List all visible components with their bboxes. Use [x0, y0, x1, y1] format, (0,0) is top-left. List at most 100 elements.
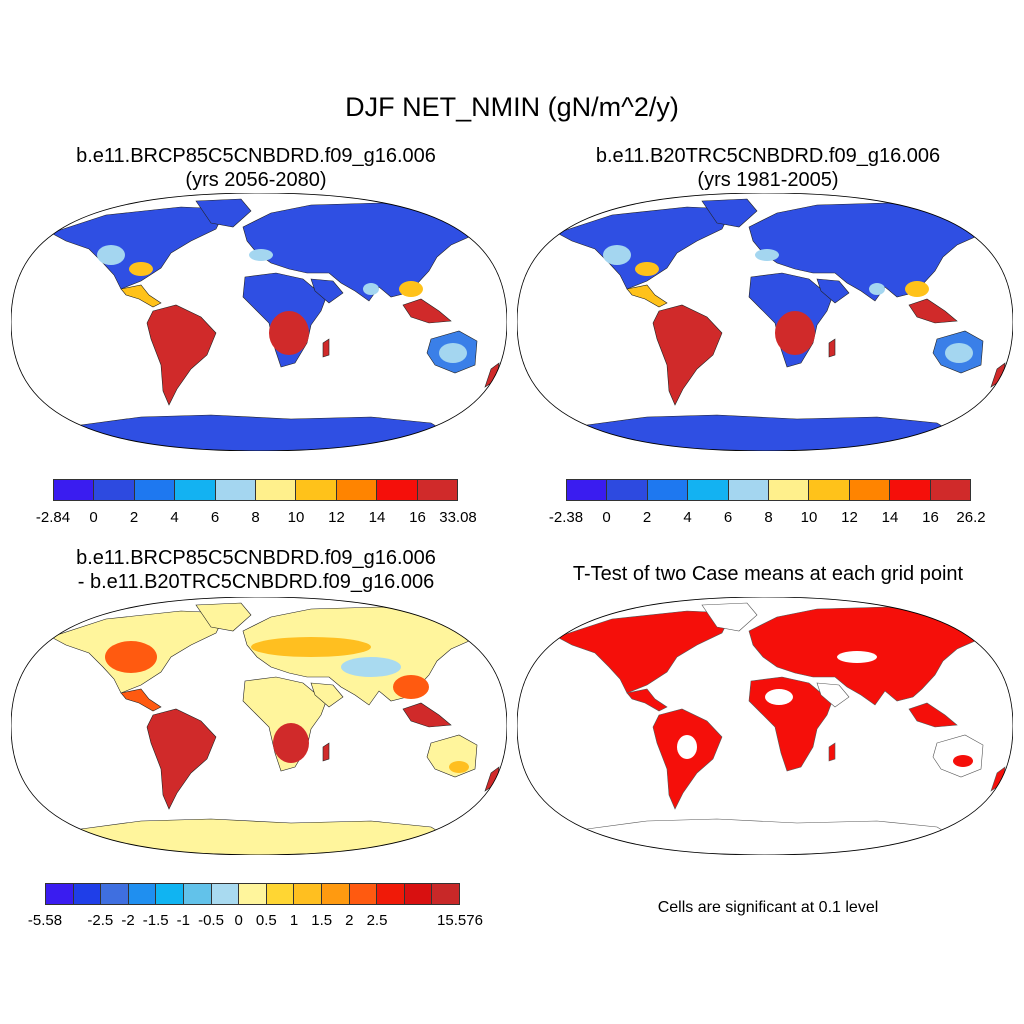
colorbar-swatch	[128, 884, 157, 904]
land-south-america	[652, 304, 723, 406]
colorbar-swatch	[101, 884, 129, 904]
colorbar-tick-label: -1	[176, 912, 190, 929]
region-not-significant	[765, 689, 793, 705]
colorbar-tick-label: 2.5	[366, 912, 388, 929]
colorbar-tick-label: 0	[89, 509, 98, 526]
map-outline	[11, 597, 507, 855]
land-south-america	[146, 708, 217, 810]
colorbar-swatch	[54, 480, 95, 500]
colorbar-future-labels: -2.84 0 2 4 6 8 10 12 14 16 33.08	[36, 509, 477, 531]
colorbar-swatch	[294, 884, 322, 904]
land-arabia	[816, 682, 850, 708]
colorbar-tick-label: -2	[121, 912, 135, 929]
colorbar-tick-label: 1	[289, 912, 299, 929]
region-central-africa	[269, 311, 309, 355]
colorbar-tick-label: 0	[234, 912, 243, 929]
colorbar-swatch	[567, 480, 608, 500]
colorbar-tick-label: 0	[602, 509, 611, 526]
colorbar-tick-label: 10	[287, 509, 305, 526]
land-greenland	[701, 198, 758, 228]
colorbar-tick-label: -0.5	[198, 912, 224, 929]
colorbar-tick-label: 33.08	[439, 509, 477, 526]
colorbar-swatch	[46, 884, 74, 904]
land-madagascar	[828, 338, 836, 358]
map-ttest	[517, 597, 1013, 855]
colorbar-swatch	[930, 480, 971, 500]
colorbar-swatch	[890, 480, 931, 500]
land-madagascar	[322, 742, 330, 762]
colorbar-swatch	[266, 884, 295, 904]
colorbar-tick-label: -2.38	[548, 509, 584, 526]
region-eurasia-band	[251, 637, 371, 657]
colorbar-swatch	[728, 480, 770, 500]
region-south-asia	[393, 675, 429, 699]
land-antarctica	[576, 414, 958, 451]
land-south-america	[146, 304, 217, 406]
region-india	[363, 283, 379, 295]
colorbar-tick-label: 8	[764, 509, 773, 526]
colorbar-tick-label: 6	[723, 509, 733, 526]
region-australia-interior	[439, 343, 467, 363]
land-central-america	[626, 688, 668, 712]
colorbar-tick-label: -2.84	[35, 509, 71, 526]
colorbar-swatch	[849, 480, 891, 500]
colorbar-tick-label: 2	[345, 912, 354, 929]
colorbar-future	[53, 479, 458, 501]
region-australia-interior	[945, 343, 973, 363]
colorbar-tick-label: -1.5	[142, 912, 169, 929]
colorbar-tick-label: 15.576	[437, 912, 483, 929]
colorbar-tick-label: 14	[881, 509, 899, 526]
colorbar-tick-label: 10	[800, 509, 818, 526]
colorbar-swatch	[432, 884, 459, 904]
region-central-africa	[775, 311, 815, 355]
colorbar-tick-label: -5.58	[27, 912, 63, 929]
colorbar-swatch	[215, 480, 257, 500]
region-central-africa	[273, 723, 309, 763]
colorbar-swatch	[321, 884, 350, 904]
colorbar-tick-label: 1.5	[311, 912, 333, 929]
panel-difference-title-line2: - b.e11.B20TRC5CNBDRD.f09_g16.006	[77, 571, 435, 593]
colorbar-historical-labels: -2.38 0 2 4 6 8 10 12 14 16 26.2	[549, 509, 986, 531]
panel-ttest-title-line1: T-Test of two Case means at each grid po…	[572, 563, 964, 585]
land-arabia	[816, 278, 850, 304]
colorbar-swatch	[73, 884, 102, 904]
region-us-southeast	[129, 262, 153, 276]
colorbar-swatch	[647, 480, 689, 500]
colorbar-swatch	[239, 884, 267, 904]
region-central-asia	[341, 657, 401, 677]
land-southeast-asia	[402, 298, 452, 324]
land-greenland	[195, 198, 252, 228]
colorbar-tick-label: 6	[210, 509, 220, 526]
colorbar-swatch	[175, 480, 216, 500]
colorbar-tick-label: 16	[409, 509, 426, 526]
panel-difference-title: b.e11.BRCP85C5CNBDRD.f09_g16.006 - b.e11…	[0, 546, 512, 594]
region-us-southeast	[635, 262, 659, 276]
region-europe	[249, 249, 273, 261]
colorbar-swatch	[211, 884, 240, 904]
map-future	[11, 193, 507, 451]
map-historical	[517, 193, 1013, 451]
colorbar-tick-label: 2	[129, 509, 139, 526]
land-southeast-asia	[402, 702, 452, 728]
colorbar-tick-label: 12	[328, 509, 345, 526]
colorbar-swatch	[296, 480, 337, 500]
region-us-west	[603, 245, 631, 265]
colorbar-swatch	[404, 884, 433, 904]
land-south-america	[652, 708, 723, 810]
colorbar-swatch	[134, 480, 176, 500]
colorbar-tick-label: 14	[368, 509, 386, 526]
colorbar-tick-label: 12	[841, 509, 858, 526]
colorbar-swatch	[336, 480, 378, 500]
colorbar-tick-label: 26.2	[956, 509, 986, 526]
region-us-east	[105, 641, 157, 673]
colorbar-difference	[45, 883, 460, 905]
panel-historical-title: b.e11.B20TRC5CNBDRD.f09_g16.006 (yrs 198…	[512, 144, 1024, 192]
region-australia-east	[449, 761, 469, 773]
land-arabia	[310, 682, 344, 708]
land-central-america	[120, 284, 162, 308]
colorbar-tick-label: 4	[170, 509, 179, 526]
colorbar-historical	[566, 479, 971, 501]
region-europe	[755, 249, 779, 261]
colorbar-swatch	[256, 480, 297, 500]
colorbar-difference-labels: -5.58 -2.5 -2 -1.5 -1 -0.5 0 0.5 1 1.5 2 2.5 15.576	[28, 912, 483, 934]
